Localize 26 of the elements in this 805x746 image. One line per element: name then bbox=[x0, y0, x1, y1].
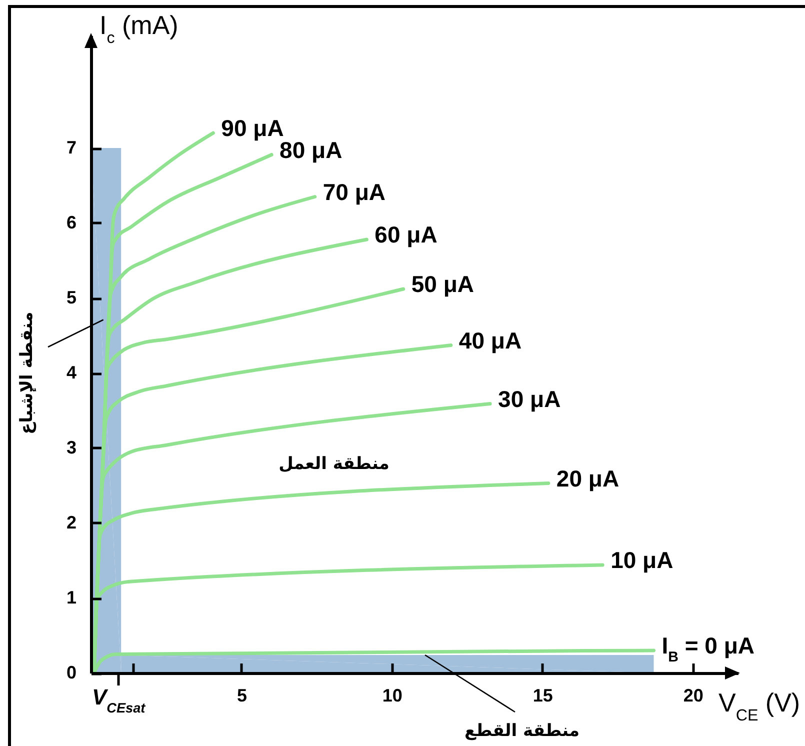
x-tick-label: 5 bbox=[236, 686, 247, 706]
series-label: 50 μA bbox=[411, 271, 474, 297]
annotation: منقطة الإشباع bbox=[17, 312, 37, 434]
x-tick-label: 20 bbox=[683, 686, 704, 706]
y-tick-label: 4 bbox=[66, 362, 76, 382]
annotation: منطقة القطع bbox=[464, 721, 580, 741]
x-tick-label: 10 bbox=[382, 686, 402, 706]
series-label: 20 μA bbox=[556, 465, 620, 492]
annotation: منطقة العمل bbox=[278, 454, 390, 474]
x-axis-title: V$_{CE}$ (V) bbox=[718, 688, 800, 724]
series-label: 30 μA bbox=[498, 386, 561, 412]
y-tick-label: 3 bbox=[66, 438, 76, 458]
y-tick-label: 0 bbox=[66, 662, 76, 682]
x-tick-label: 15 bbox=[532, 686, 553, 706]
y-tick-label: 2 bbox=[66, 512, 76, 532]
y-tick-label: 6 bbox=[66, 212, 76, 232]
y-tick-label: 7 bbox=[66, 138, 76, 158]
y-tick-label: 5 bbox=[66, 288, 76, 308]
series-label: 40 μA bbox=[458, 327, 522, 354]
series-label: 60 μA bbox=[374, 222, 438, 248]
y-axis-title: I$_{c}$ (mA) bbox=[100, 10, 178, 47]
series-label: 70 μA bbox=[322, 178, 386, 205]
x-tick-label: V$_{CEsat}$ bbox=[92, 684, 146, 715]
y-tick-label: 1 bbox=[66, 588, 76, 608]
series-label: 10 μA bbox=[610, 547, 674, 573]
series-label: I$_{B}$ = 0 μA bbox=[662, 632, 755, 666]
